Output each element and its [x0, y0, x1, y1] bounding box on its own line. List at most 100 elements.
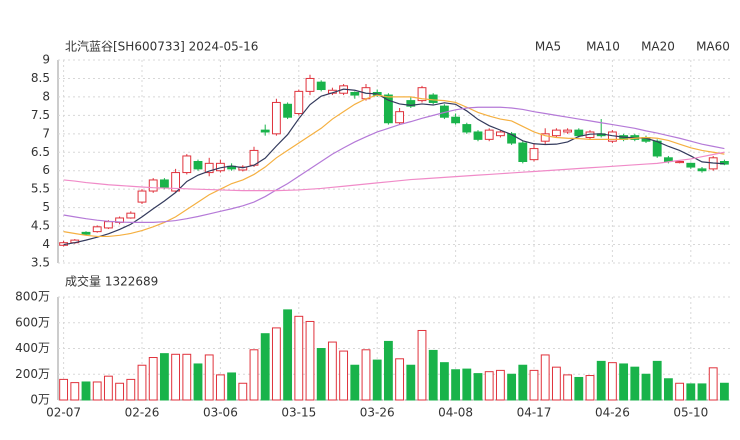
candle-body [507, 133, 517, 144]
volume-bar [305, 320, 315, 401]
ma-line [63, 88, 725, 246]
volume-bar [428, 349, 438, 401]
volume-bar [518, 364, 528, 401]
candle-body [719, 161, 729, 165]
y-tick-label: 7 [42, 126, 50, 140]
candle-body [159, 179, 169, 188]
candle-body [518, 142, 528, 163]
volume-bar [484, 371, 494, 401]
candle-body [675, 161, 685, 164]
x-tick-label: 03-26 [360, 406, 395, 420]
candle-body [283, 103, 293, 118]
volume-bar [126, 378, 136, 401]
candle-body [271, 101, 281, 135]
chart-title: 北汽蓝谷[SH600733] 2024-05-16 [65, 39, 258, 54]
volume-bar [271, 327, 281, 401]
volume-bar [193, 363, 203, 401]
ma-line [63, 106, 725, 223]
candle-body [148, 179, 158, 192]
volume-bar [327, 341, 337, 401]
x-tick-label: 03-15 [281, 406, 316, 420]
volume-bar [439, 362, 449, 401]
candle-body [574, 129, 584, 137]
candle-body [305, 77, 315, 92]
legend-entry: MA20 [641, 40, 675, 54]
volume-bar [59, 378, 69, 401]
candle-body [204, 162, 214, 174]
candle-body [473, 131, 483, 140]
volume-bar [675, 382, 685, 401]
volume-bar [81, 381, 91, 401]
candle-body [193, 161, 203, 170]
volume-bar [182, 353, 192, 401]
volume-bar [137, 364, 147, 401]
volume-bar [215, 374, 225, 401]
ma-line [63, 151, 725, 192]
candle-body [395, 111, 405, 124]
y-tick-label: 7.5 [31, 108, 50, 122]
volume-bar [697, 383, 707, 401]
volume-bar [574, 376, 584, 401]
candle-body [417, 87, 427, 102]
volume-bar [372, 359, 382, 401]
volume-bar [361, 349, 371, 401]
volume-bar [316, 348, 326, 401]
candle-body [126, 212, 136, 219]
volume-bar [159, 353, 169, 401]
candle-body [316, 81, 326, 91]
x-tick-label: 04-08 [438, 406, 473, 420]
y-tick-label: 8.5 [31, 71, 50, 85]
volume-bar [686, 383, 696, 401]
volume-bar [103, 375, 113, 401]
volume-bar [708, 367, 718, 401]
volume-bar [495, 369, 505, 401]
volume-bar [607, 362, 617, 401]
volume-bar [596, 360, 606, 401]
candle-body [652, 140, 662, 157]
candle-body [294, 90, 304, 115]
candle-body [406, 100, 416, 107]
legend-entry: MA10 [586, 40, 620, 54]
x-tick-label: 03-06 [203, 406, 238, 420]
candle-body [350, 91, 360, 96]
candle-body [137, 190, 147, 203]
y-tick-label: 400万 [15, 341, 50, 355]
candle-body [92, 226, 102, 233]
volume-bar [641, 373, 651, 401]
legend-entry: MA5 [535, 40, 561, 54]
candle-body [563, 129, 573, 133]
volume-bar [294, 315, 304, 401]
candle-body [451, 116, 461, 124]
volume-bar [507, 373, 517, 401]
candle-body [171, 172, 181, 192]
volume-bar [249, 349, 259, 401]
volume-bar [204, 354, 214, 401]
x-tick-label: 02-26 [125, 406, 160, 420]
volume-bar [339, 350, 349, 401]
volume-bar [406, 364, 416, 401]
volume-bar [70, 382, 80, 401]
volume-bar [719, 382, 729, 401]
y-tick-label: 5 [42, 200, 50, 214]
candle-body [238, 166, 248, 171]
x-tick-label: 05-10 [673, 406, 708, 420]
volume-bar [652, 360, 662, 401]
candle-body [697, 168, 707, 172]
volume-bar [451, 369, 461, 401]
volume-bar [260, 333, 270, 401]
volume-bar [619, 363, 629, 401]
volume-bar [148, 357, 158, 401]
volume-bar [563, 374, 573, 401]
ma-line [63, 94, 725, 238]
y-tick-label: 3.5 [31, 256, 50, 270]
volume-bar [238, 382, 248, 401]
x-tick-label: 04-17 [517, 406, 552, 420]
candle-body [462, 124, 472, 133]
volume-bar [92, 381, 102, 401]
y-tick-label: 200万 [15, 367, 50, 381]
x-tick-label: 02-07 [46, 406, 81, 420]
volume-bar [663, 378, 673, 401]
y-tick-label: 6.5 [31, 145, 50, 159]
y-tick-label: 9 [42, 53, 50, 67]
